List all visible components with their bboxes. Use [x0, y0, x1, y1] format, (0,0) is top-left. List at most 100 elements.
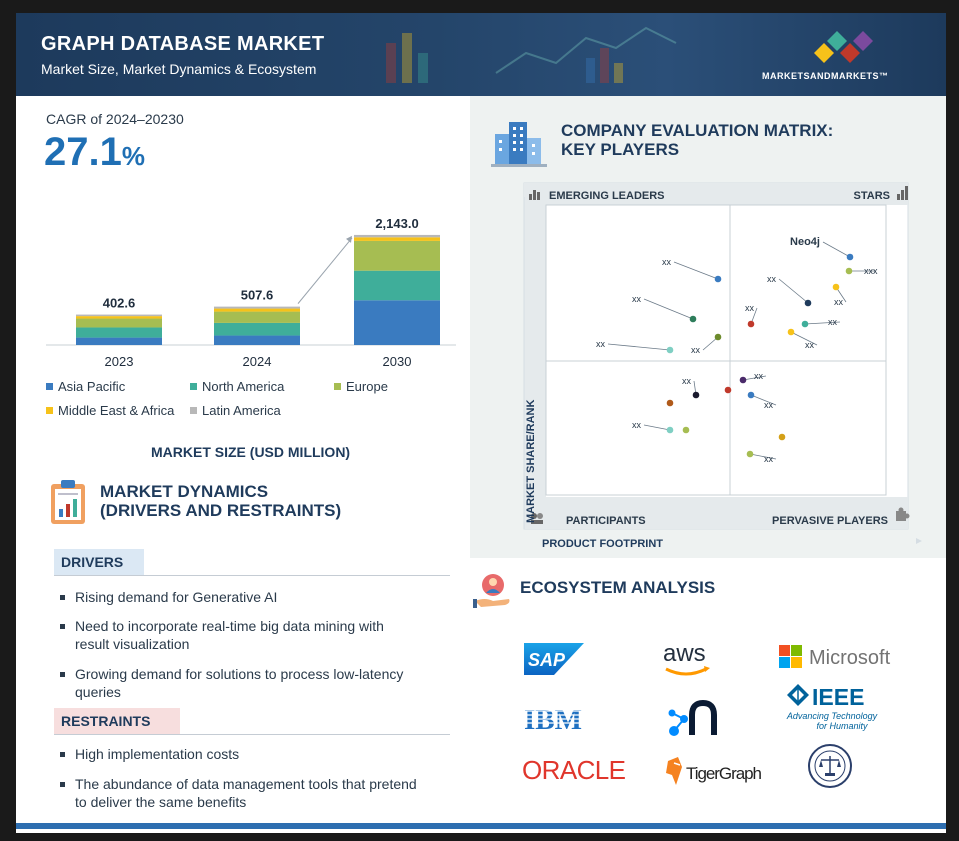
player-dot: [739, 376, 747, 384]
legend-label: Europe: [346, 379, 388, 394]
pervasive-players-icon: [896, 507, 910, 521]
bar-segment-middle-east-africa-2023: [76, 316, 162, 319]
ieee-tagline-2: for Humanity: [816, 721, 868, 731]
player-dot: [666, 426, 674, 434]
report-title: GRAPH DATABASE MARKET: [41, 33, 325, 55]
player-dot: [778, 433, 786, 441]
driver-line2: result visualization: [75, 636, 190, 652]
company-evaluation-matrix: EMERGING LEADERS STARS PARTICIPANTS PERV…: [523, 182, 922, 550]
aws-logo-icon: aws: [663, 640, 710, 676]
market-dynamics-title-line2: (DRIVERS AND RESTRAINTS): [100, 501, 342, 520]
player-dot: [666, 399, 674, 407]
ecosystem-title: ECOSYSTEM ANALYSIS: [520, 578, 716, 597]
bullet-icon: [60, 624, 65, 629]
oracle-logo-icon: ORACLE: [522, 755, 626, 783]
player-marker: xxx: [845, 266, 878, 276]
market-dynamics-title: MARKET DYNAMICS (DRIVERS AND RESTRAINTS): [100, 482, 341, 520]
player-dot: [747, 320, 755, 328]
marketsandmarkets-logo-icon: [814, 31, 873, 63]
player-dot: [714, 275, 722, 283]
player-marker: xx: [662, 257, 722, 283]
player-dot: [787, 328, 795, 336]
player-dot: [801, 320, 809, 328]
player-dot: [804, 299, 812, 307]
bar-segment-europe-2023: [76, 318, 162, 328]
oracle-logo-text: ORACLE: [522, 755, 626, 783]
legend-swatch: [46, 407, 53, 414]
drivers-tag: DRIVERS: [54, 549, 144, 575]
sap-logo-text: SAP: [528, 650, 566, 670]
footer-bar: [16, 823, 946, 829]
driver-line1: Rising demand for Generative AI: [75, 589, 278, 605]
bullet-icon: [60, 782, 65, 787]
tigergraph-logo-text: TigerGraph: [686, 764, 762, 783]
evaluation-matrix-title-line2: KEY PLAYERS: [561, 140, 680, 159]
player-label: xx: [682, 376, 692, 386]
player-marker: xx: [787, 328, 818, 350]
legend-item-latin-america: Latin America: [190, 403, 281, 418]
player-dot: [845, 267, 853, 275]
legend-label: Middle East & Africa: [58, 403, 175, 418]
player-label: xx: [691, 345, 701, 355]
player-label: xx: [764, 400, 774, 410]
player-leader-line: [750, 394, 777, 406]
legend-item-europe: Europe: [334, 379, 388, 394]
clipboard-chart-icon: [51, 480, 85, 524]
cagr-value: 27.1%: [44, 130, 145, 175]
cagr-label: CAGR of 2024–20230: [46, 111, 184, 127]
growth-arrow-head: [346, 235, 352, 243]
player-leader-line: [643, 298, 694, 320]
quadrant-participants: PARTICIPANTS: [566, 515, 646, 527]
player-marker: xx: [747, 391, 777, 410]
aws-logo-text: aws: [663, 640, 706, 667]
driver-item: Rising demand for Generative AI: [60, 588, 460, 606]
player-label: xx: [596, 339, 606, 349]
x-axis-label: PRODUCT FOOTPRINT: [542, 538, 663, 550]
legend-swatch: [190, 383, 197, 390]
evaluation-matrix-title-line1: COMPANY EVALUATION MATRIX:: [561, 121, 834, 140]
bar-segment-latin-america-2024: [214, 306, 300, 309]
bar-segment-latin-america-2030: [354, 234, 440, 238]
restraint-line1: The abundance of data management tools t…: [75, 776, 417, 792]
bar-total-label: 2,143.0: [375, 216, 418, 231]
restraints-tag: RESTRAINTS: [54, 708, 180, 734]
player-label: xx: [754, 371, 764, 381]
player-dot: [846, 253, 854, 261]
player-dot: [689, 315, 697, 323]
microsoft-logo-text: Microsoft: [809, 647, 891, 669]
player-leader-line: [607, 343, 671, 351]
bar-segment-asia-pacific-2030: [354, 300, 440, 345]
player-marker: xx: [691, 333, 722, 355]
bar-segment-europe-2030: [354, 240, 440, 271]
neo4j-logo-icon: [668, 699, 717, 736]
player-marker: xx: [745, 303, 758, 328]
legend-item-middle-east-africa: Middle East & Africa: [46, 403, 174, 418]
legend-label: Latin America: [202, 403, 281, 418]
driver-item: Growing demand for solutions to process …: [60, 665, 460, 701]
player-marker: xx: [596, 339, 674, 354]
player-dot: [724, 386, 732, 394]
player-dot: [747, 391, 755, 399]
quadrant-emerging-leaders: EMERGING LEADERS: [549, 190, 665, 202]
emerging-leaders-icon: [529, 190, 540, 200]
player-label: Neo4j: [790, 236, 820, 248]
header-decoration: [386, 26, 677, 83]
bar-total-label: 402.6: [103, 296, 136, 311]
player-label: xx: [662, 257, 672, 267]
player-label: xx: [632, 420, 642, 430]
x-tick-label: 2023: [105, 354, 134, 369]
market-dynamics-title-line1: MARKET DYNAMICS: [100, 482, 269, 501]
player-dot: [746, 450, 754, 458]
ieee-logo-text: IEEE: [812, 684, 864, 710]
player-marker: xx: [632, 420, 674, 434]
bullet-icon: [60, 752, 65, 757]
player-marker: xx: [801, 317, 841, 328]
player-label: xx: [632, 294, 642, 304]
bar-segment-north-america-2030: [354, 270, 440, 301]
sap-logo-icon: SAP: [524, 643, 584, 675]
restraint-item: The abundance of data management tools t…: [60, 775, 470, 811]
player-marker: xx: [832, 283, 847, 307]
cagr-unit: %: [121, 141, 145, 171]
player-leader-line: [804, 321, 841, 325]
growth-arrow: [297, 237, 353, 304]
